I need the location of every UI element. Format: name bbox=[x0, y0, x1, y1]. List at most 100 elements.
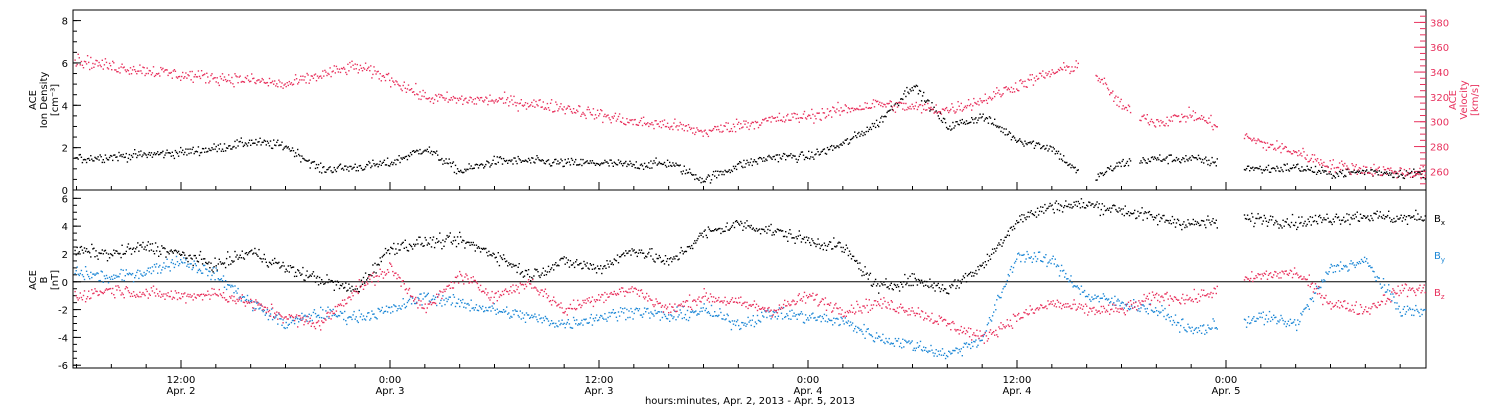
field-point bbox=[971, 341, 973, 344]
velocity-point bbox=[692, 132, 694, 134]
field-point bbox=[1390, 220, 1392, 223]
density-point bbox=[587, 162, 589, 164]
density-point bbox=[788, 154, 790, 157]
density-point bbox=[1256, 167, 1258, 169]
velocity-point bbox=[735, 118, 738, 120]
velocity-point bbox=[652, 124, 654, 126]
field-point bbox=[819, 315, 821, 317]
density-point bbox=[910, 90, 912, 92]
velocity-point bbox=[1252, 139, 1254, 141]
velocity-point bbox=[781, 120, 784, 123]
field-point bbox=[639, 314, 642, 316]
field-point bbox=[1187, 323, 1189, 325]
field-point bbox=[912, 349, 914, 351]
velocity-point bbox=[297, 83, 299, 85]
velocity-point bbox=[476, 96, 479, 99]
field-point bbox=[1423, 219, 1425, 221]
density-point bbox=[182, 149, 184, 151]
field-point bbox=[681, 317, 683, 320]
velocity-point bbox=[679, 121, 681, 124]
field-point bbox=[786, 236, 788, 238]
field-point bbox=[1176, 218, 1179, 220]
field-point bbox=[836, 317, 838, 320]
velocity-point bbox=[1208, 117, 1210, 119]
velocity-point bbox=[1273, 148, 1275, 151]
field-point bbox=[147, 267, 149, 269]
field-point bbox=[986, 324, 989, 326]
field-point bbox=[965, 281, 968, 283]
velocity-point bbox=[1029, 74, 1031, 76]
density-point bbox=[894, 103, 897, 105]
velocity-point bbox=[115, 69, 117, 71]
velocity-point bbox=[1342, 163, 1344, 166]
density-point bbox=[683, 165, 685, 167]
velocity-point bbox=[1400, 167, 1402, 170]
field-point bbox=[230, 263, 232, 265]
density-point bbox=[1275, 170, 1277, 172]
field-point bbox=[269, 262, 272, 264]
density-point bbox=[1267, 164, 1270, 167]
field-point bbox=[281, 324, 283, 326]
field-point bbox=[515, 264, 517, 267]
field-point bbox=[724, 319, 726, 321]
field-point bbox=[615, 316, 618, 318]
velocity-point bbox=[786, 115, 788, 117]
density-point bbox=[1390, 174, 1392, 176]
velocity-point bbox=[721, 131, 723, 133]
field-point bbox=[244, 252, 247, 255]
field-point bbox=[848, 250, 851, 252]
density-point bbox=[183, 153, 185, 156]
field-point bbox=[670, 257, 672, 259]
field-point bbox=[975, 339, 977, 341]
velocity-point bbox=[318, 75, 321, 78]
field-point bbox=[1166, 219, 1168, 222]
density-point bbox=[816, 148, 818, 150]
density-point bbox=[215, 145, 217, 148]
field-point bbox=[896, 340, 899, 342]
field-point bbox=[1022, 221, 1024, 223]
field-point bbox=[557, 325, 559, 328]
velocity-point bbox=[694, 133, 696, 136]
density-point bbox=[510, 160, 512, 163]
field-point bbox=[1138, 308, 1140, 310]
field-point bbox=[1398, 218, 1400, 220]
density-point bbox=[104, 154, 107, 156]
field-point bbox=[1098, 301, 1100, 303]
density-point bbox=[979, 113, 981, 115]
velocity-point bbox=[1044, 77, 1046, 79]
field-point bbox=[137, 269, 139, 271]
velocity-point bbox=[557, 110, 559, 112]
field-point bbox=[570, 327, 573, 329]
field-point bbox=[619, 256, 622, 258]
density-point bbox=[1216, 158, 1218, 160]
field-point bbox=[731, 320, 734, 322]
velocity-point bbox=[868, 107, 870, 109]
field-point bbox=[233, 260, 235, 262]
density-point bbox=[1117, 165, 1119, 167]
density-point bbox=[144, 153, 146, 155]
field-point bbox=[222, 275, 225, 277]
velocity-point bbox=[303, 79, 305, 81]
velocity-point bbox=[907, 106, 909, 109]
field-point bbox=[1265, 220, 1268, 222]
density-point bbox=[834, 147, 836, 149]
field-point bbox=[506, 306, 508, 308]
density-point bbox=[292, 150, 295, 152]
field-point bbox=[1153, 311, 1156, 313]
field-point bbox=[797, 313, 799, 315]
field-point bbox=[935, 284, 937, 287]
field-point bbox=[449, 232, 451, 234]
field-point bbox=[703, 230, 705, 232]
field-point bbox=[214, 279, 216, 281]
field-point bbox=[119, 252, 121, 255]
density-point bbox=[409, 152, 412, 154]
velocity-point bbox=[430, 98, 433, 100]
field-point bbox=[508, 262, 510, 264]
field-point bbox=[1344, 221, 1346, 223]
velocity-point bbox=[774, 117, 776, 119]
velocity-point bbox=[500, 98, 503, 100]
density-point bbox=[1405, 170, 1408, 172]
velocity-point bbox=[1418, 173, 1420, 176]
velocity-point bbox=[1127, 104, 1130, 106]
field-point bbox=[931, 284, 933, 286]
